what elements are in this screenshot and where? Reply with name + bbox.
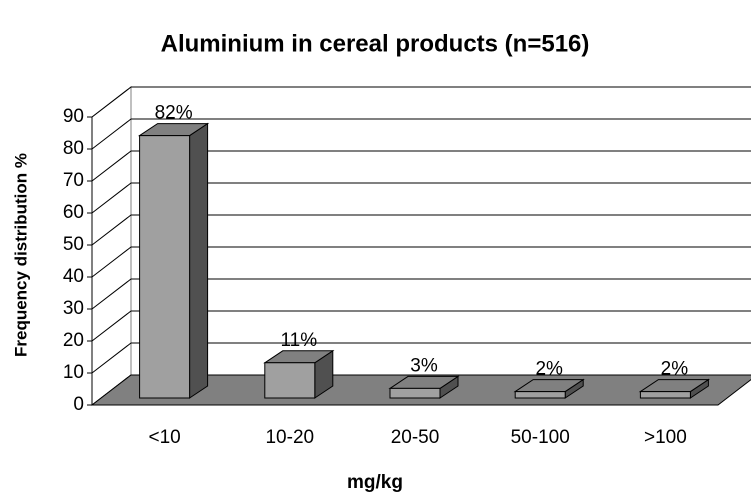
back-wall — [130, 86, 751, 376]
value-label: 82% — [155, 103, 193, 124]
grid-line — [91, 310, 751, 342]
x-tick-label: <10 — [148, 427, 180, 448]
bar-front — [389, 387, 441, 399]
bar-side — [189, 122, 209, 399]
grid-line — [91, 342, 751, 374]
bar — [263, 349, 335, 399]
x-tick-label: 20-50 — [391, 427, 440, 448]
side-wall — [91, 85, 132, 407]
y-axis-label: Frequency distribution % — [11, 153, 30, 357]
y-tick-label: 60 — [63, 202, 84, 223]
grid-line — [91, 86, 751, 118]
value-label: 3% — [410, 355, 438, 376]
value-label: 11% — [280, 330, 317, 351]
x-tick-label: >100 — [644, 427, 687, 448]
value-label: 2% — [535, 359, 563, 380]
grid-line — [91, 278, 751, 310]
bar — [137, 122, 210, 399]
y-tick-label: 30 — [63, 298, 84, 319]
bar-front — [139, 135, 191, 399]
grid-line — [91, 246, 751, 278]
y-tick-label: 0 — [73, 394, 84, 415]
x-axis-label: mg/kg — [347, 472, 403, 493]
y-tick-label: 80 — [63, 138, 84, 159]
grid-line — [91, 118, 751, 150]
x-tick-label: 10-20 — [265, 427, 314, 448]
y-tick-label: 20 — [63, 330, 84, 351]
bar-front — [514, 391, 566, 399]
bar — [388, 375, 460, 399]
bar-front — [264, 362, 316, 399]
bar-front — [639, 391, 691, 399]
y-tick-label: 70 — [63, 170, 84, 191]
bar — [513, 378, 585, 399]
bar — [638, 378, 711, 399]
y-tick-label: 50 — [63, 234, 84, 255]
grid-line — [91, 214, 751, 246]
grid-line — [91, 182, 751, 214]
x-tick-label: 50-100 — [511, 427, 570, 448]
value-label: 2% — [661, 359, 689, 380]
y-tick-label: 10 — [63, 362, 84, 383]
y-tick-label: 40 — [63, 266, 84, 287]
chart-title: Aluminium in cereal products (n=516) — [161, 30, 590, 57]
grid-line — [91, 150, 751, 182]
y-tick-label: 90 — [63, 106, 84, 127]
